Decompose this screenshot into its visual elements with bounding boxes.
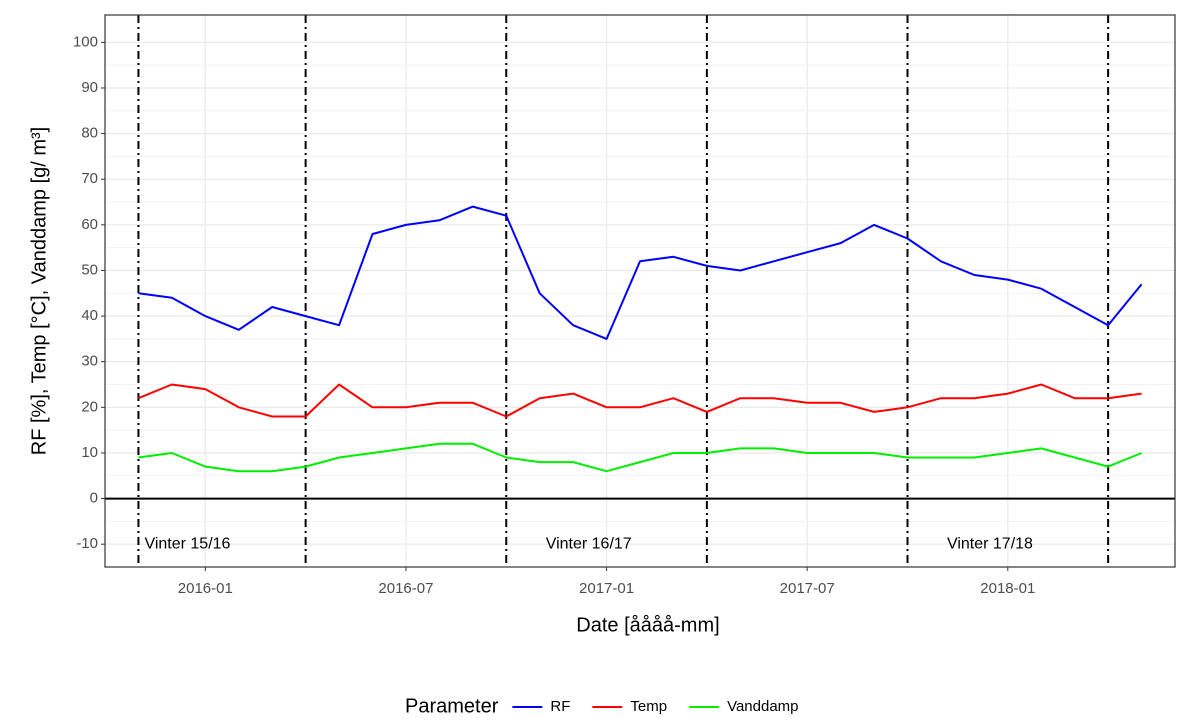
series-line bbox=[138, 383, 1142, 418]
y-tick-label: 10 bbox=[81, 444, 98, 461]
x-tick-label: 2017-01 bbox=[579, 580, 634, 597]
plot-border bbox=[104, 14, 1176, 568]
y-tick-label: 50 bbox=[81, 261, 98, 278]
annotation: Vinter 16/17 bbox=[546, 535, 632, 552]
y-tick-label: 40 bbox=[81, 307, 98, 324]
y-tick-label: 60 bbox=[81, 216, 98, 233]
y-tick-label: 20 bbox=[81, 398, 98, 415]
plot-background bbox=[105, 15, 1175, 567]
y-tick-label: 80 bbox=[81, 125, 98, 142]
y-axis-title: RF [%], Temp [°C], Vanddamp [g/ m³] bbox=[28, 127, 50, 455]
series-line bbox=[138, 442, 1142, 473]
y-tick-label: -10 bbox=[76, 535, 98, 552]
y-tick-label: 90 bbox=[81, 79, 98, 96]
annotation: Vinter 15/16 bbox=[144, 535, 230, 552]
legend-label: Temp bbox=[630, 698, 667, 715]
y-tick-label: 100 bbox=[73, 33, 98, 50]
y-tick-label: 70 bbox=[81, 170, 98, 187]
legend-label: Vanddamp bbox=[727, 698, 798, 715]
x-tick-label: 2016-01 bbox=[178, 580, 233, 597]
annotation: Vinter 17/18 bbox=[947, 535, 1033, 552]
y-tick-label: 30 bbox=[81, 353, 98, 370]
x-axis-title: Date [åååå-mm] bbox=[576, 614, 719, 636]
series-line bbox=[138, 205, 1143, 340]
x-tick-label: 2018-01 bbox=[980, 580, 1035, 597]
legend-title: Parameter bbox=[405, 695, 499, 717]
x-tick-label: 2016-07 bbox=[378, 580, 433, 597]
y-tick-label: 0 bbox=[90, 490, 98, 507]
legend-label: RF bbox=[550, 698, 570, 715]
x-tick-label: 2017-07 bbox=[780, 580, 835, 597]
